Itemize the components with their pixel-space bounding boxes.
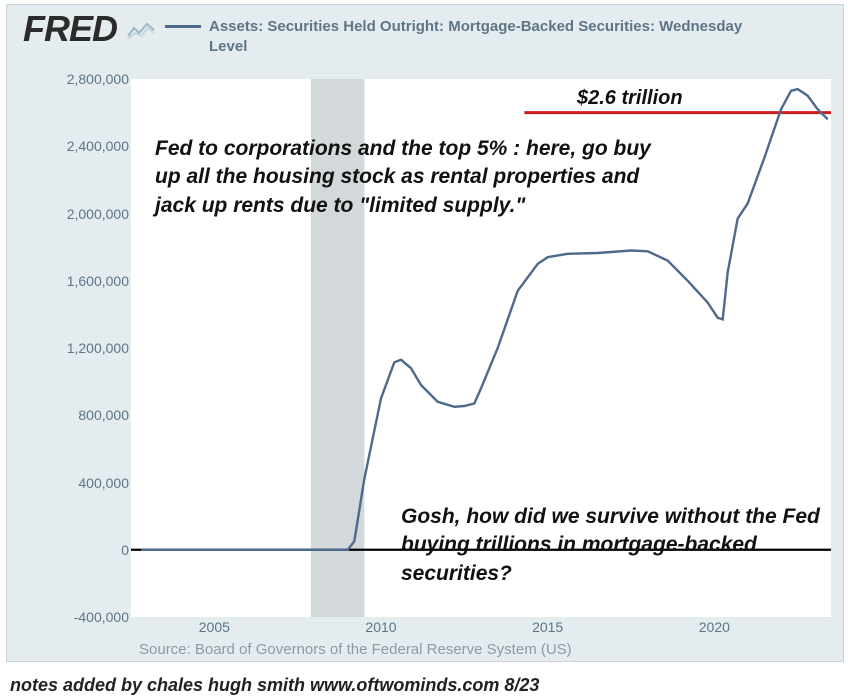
panel: FRED Assets: Securities Held Outright: M…	[6, 4, 844, 662]
chart-glyph-icon	[127, 19, 155, 41]
annotation-top-label: $2.6 trillion	[577, 85, 683, 112]
legend: Assets: Securities Held Outright: Mortga…	[165, 17, 769, 56]
annotation-commentary-1: Fed to corporations and the top 5% : her…	[155, 135, 655, 220]
x-tick-label: 2005	[184, 619, 244, 635]
annotation-commentary-2: Gosh, how did we survive without the Fed…	[401, 503, 821, 588]
header: FRED Assets: Securities Held Outright: M…	[23, 11, 769, 56]
y-tick-label: 800,000	[39, 408, 129, 422]
footer-notes: notes added by chales hugh smith www.oft…	[10, 675, 539, 696]
y-tick-label: 1,600,000	[39, 274, 129, 288]
y-tick-label: 1,200,000	[39, 341, 129, 355]
x-tick-label: 2020	[684, 619, 744, 635]
x-tick-label: 2010	[351, 619, 411, 635]
y-tick-label: 0	[39, 543, 129, 557]
legend-text: Assets: Securities Held Outright: Mortga…	[209, 17, 769, 56]
source-text: Source: Board of Governors of the Federa…	[139, 641, 572, 658]
legend-swatch	[165, 25, 201, 28]
fred-logo: FRED	[23, 11, 117, 47]
x-tick-label: 2015	[518, 619, 578, 635]
y-tick-label: 2,800,000	[39, 72, 129, 86]
y-tick-label: 400,000	[39, 476, 129, 490]
y-tick-label: 2,000,000	[39, 207, 129, 221]
y-tick-label: 2,400,000	[39, 139, 129, 153]
chart-container: FRED Assets: Securities Held Outright: M…	[0, 0, 848, 700]
y-tick-label: -400,000	[39, 610, 129, 624]
